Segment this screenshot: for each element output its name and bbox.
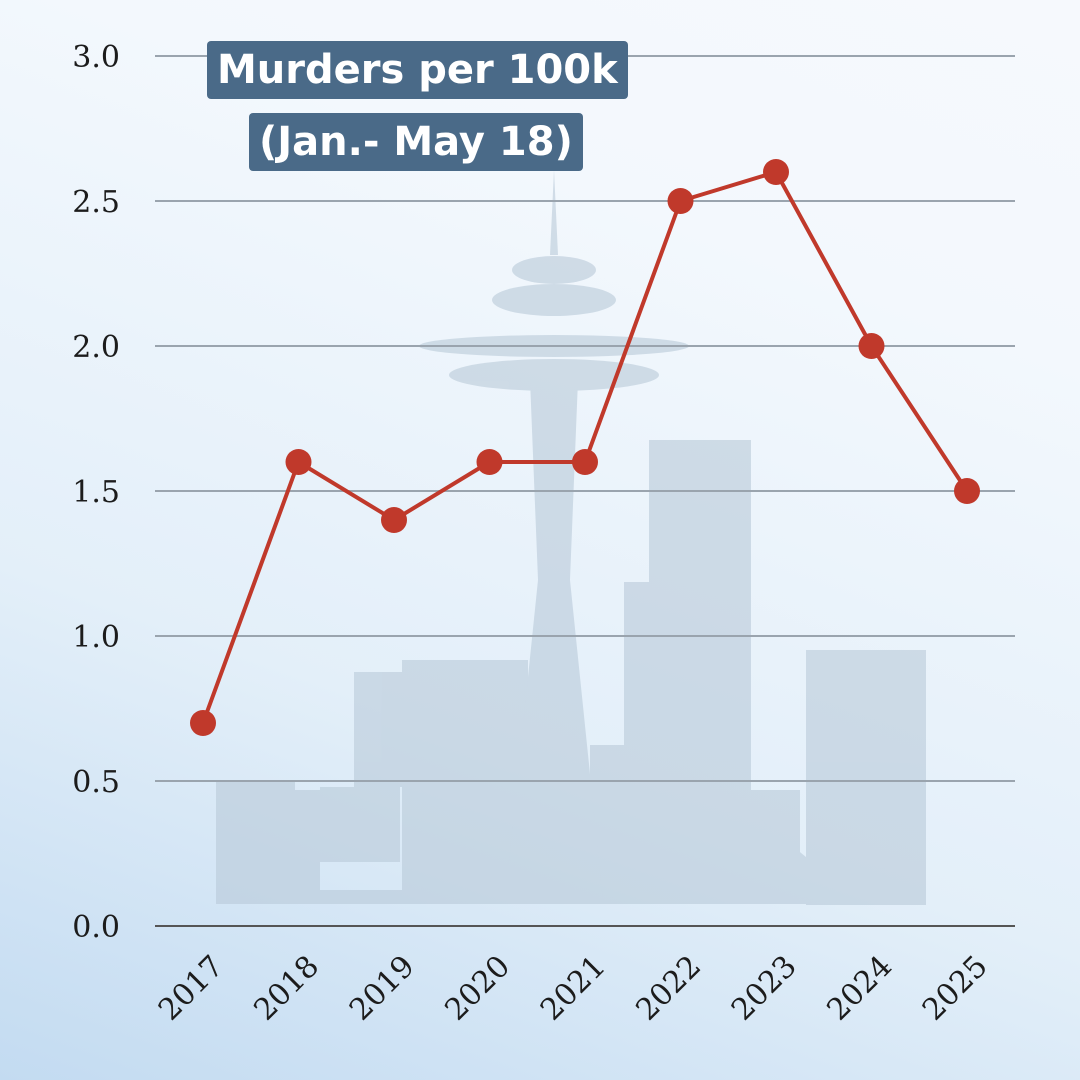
x-tick-label: 2018 bbox=[247, 949, 326, 1028]
data-point bbox=[667, 188, 694, 214]
y-tick-label: 3.0 bbox=[72, 40, 120, 75]
y-tick-label: 2.0 bbox=[72, 330, 120, 365]
data-point bbox=[476, 449, 503, 475]
data-points bbox=[190, 159, 980, 736]
y-tick-label: 1.0 bbox=[72, 620, 120, 655]
y-tick-label: 2.5 bbox=[72, 185, 120, 220]
skyline-silhouette bbox=[216, 170, 926, 905]
y-tick-label: 0.5 bbox=[72, 765, 120, 800]
y-tick-label: 0.0 bbox=[72, 910, 120, 945]
x-tick-label: 2017 bbox=[152, 949, 231, 1028]
chart-title-line1: Murders per 100k bbox=[207, 41, 628, 99]
x-tick-label: 2019 bbox=[343, 949, 422, 1028]
data-point bbox=[954, 478, 980, 504]
data-point bbox=[763, 159, 789, 185]
x-axis-ticks: 2017 2018 2019 2020 2021 2022 2023 2024 2025 bbox=[152, 949, 995, 1028]
x-tick-label: 2021 bbox=[534, 949, 613, 1028]
data-point bbox=[858, 333, 885, 359]
y-axis-ticks: 0.0 0.5 1.0 1.5 2.0 2.5 3.0 bbox=[72, 40, 120, 945]
x-tick-label: 2023 bbox=[725, 949, 804, 1028]
data-point bbox=[285, 449, 312, 475]
data-point bbox=[572, 449, 598, 475]
y-tick-label: 1.5 bbox=[72, 475, 120, 510]
chart-title-line2: (Jan.- May 18) bbox=[249, 113, 583, 171]
data-point bbox=[190, 710, 216, 736]
series-line bbox=[201, 170, 969, 724]
x-tick-label: 2024 bbox=[820, 949, 899, 1028]
x-tick-label: 2022 bbox=[629, 949, 708, 1028]
x-tick-label: 2025 bbox=[916, 949, 995, 1028]
x-tick-label: 2020 bbox=[438, 949, 517, 1028]
data-point bbox=[381, 507, 407, 533]
